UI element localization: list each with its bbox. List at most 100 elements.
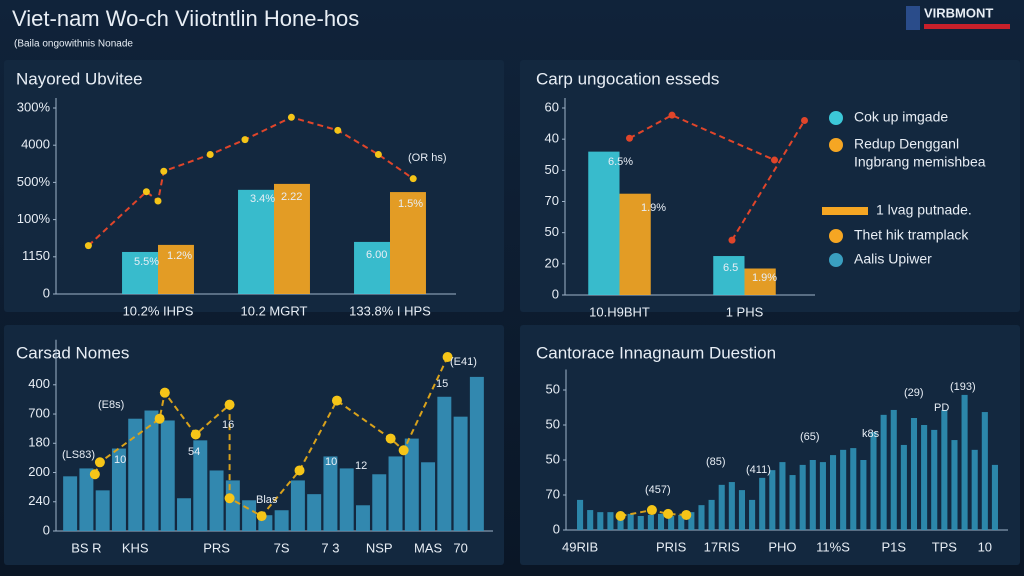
bar bbox=[678, 514, 685, 530]
annotation: 54 bbox=[188, 446, 200, 458]
trend-marker bbox=[224, 399, 235, 410]
trend-marker bbox=[626, 134, 633, 142]
annotation: 1.5% bbox=[398, 198, 423, 210]
annotation: 2.22 bbox=[281, 191, 302, 203]
annotation: (65) bbox=[800, 431, 820, 443]
bar bbox=[921, 425, 928, 530]
y-tick-label: 400 bbox=[28, 376, 50, 391]
y-tick-label: 50 bbox=[545, 162, 559, 177]
bar bbox=[619, 193, 651, 295]
bar bbox=[971, 449, 978, 530]
bar bbox=[769, 470, 776, 530]
y-tick-label: 50 bbox=[546, 416, 560, 431]
x-tick-label: 49RIB bbox=[562, 539, 598, 554]
bar bbox=[749, 499, 756, 530]
trend-marker bbox=[409, 175, 417, 183]
bar bbox=[637, 516, 644, 530]
bar bbox=[355, 505, 370, 531]
y-tick-label: 180 bbox=[28, 435, 50, 450]
annotation: 15 bbox=[436, 378, 448, 390]
logo: VIRBMONT bbox=[924, 5, 993, 20]
bar bbox=[225, 480, 240, 531]
trend-marker bbox=[142, 188, 150, 196]
legend-label: Cok up imgade bbox=[854, 109, 948, 125]
y-tick-label: 0 bbox=[43, 285, 50, 300]
bar bbox=[372, 474, 387, 531]
bar bbox=[307, 494, 322, 531]
trend-marker bbox=[663, 508, 674, 519]
bar bbox=[779, 462, 786, 530]
chart-title: Carp ungocation esseds bbox=[536, 69, 719, 88]
trend-line bbox=[629, 114, 806, 241]
bar bbox=[870, 432, 877, 530]
bar bbox=[95, 490, 110, 531]
y-tick-label: 70 bbox=[546, 486, 560, 501]
bar bbox=[647, 514, 654, 530]
y-tick-label: 0 bbox=[553, 521, 560, 536]
trend-line bbox=[620, 509, 687, 517]
trend-marker bbox=[154, 413, 165, 424]
x-tick-label: 10.2 MGRT bbox=[241, 303, 308, 318]
annotation: 10 bbox=[325, 456, 337, 468]
annotation: 10 bbox=[114, 454, 126, 466]
bar bbox=[738, 490, 746, 530]
bar bbox=[607, 512, 614, 530]
annotation: 6.00 bbox=[366, 249, 387, 261]
trend-marker bbox=[84, 242, 92, 250]
bar bbox=[354, 241, 390, 294]
y-tick-label: 500% bbox=[17, 174, 51, 189]
annotation: (E41) bbox=[450, 356, 477, 368]
x-tick-label: 7S bbox=[274, 540, 290, 555]
bar bbox=[744, 268, 776, 295]
logo-stripe bbox=[924, 24, 1010, 29]
annotation: 1.2% bbox=[167, 250, 192, 262]
annotation: Blas bbox=[256, 494, 278, 506]
bar bbox=[238, 189, 274, 294]
trend-marker bbox=[374, 151, 382, 158]
bar bbox=[588, 151, 620, 295]
annotation: (29) bbox=[904, 387, 924, 399]
x-tick-label: PRS bbox=[203, 540, 230, 555]
bar bbox=[759, 477, 766, 530]
bar bbox=[809, 460, 816, 530]
bar bbox=[850, 448, 857, 530]
legend-label: Aalis Upiwer bbox=[854, 251, 932, 267]
y-tick-label: 200 bbox=[28, 464, 50, 479]
bar bbox=[880, 414, 887, 530]
bar bbox=[860, 460, 867, 530]
annotation: 12 bbox=[355, 460, 367, 472]
trend-marker bbox=[154, 197, 162, 205]
bar bbox=[688, 512, 695, 530]
x-tick-label: MAS bbox=[414, 540, 443, 555]
trend-line bbox=[87, 116, 414, 247]
bar bbox=[708, 499, 715, 530]
trend-marker bbox=[256, 511, 267, 522]
bar bbox=[698, 505, 705, 530]
bar bbox=[158, 244, 194, 294]
legend-label: Thet hik tramplack bbox=[854, 227, 969, 243]
bar bbox=[111, 448, 126, 531]
bar bbox=[388, 456, 403, 531]
bar bbox=[128, 418, 143, 531]
trend-marker bbox=[241, 136, 249, 144]
y-tick-label: 70 bbox=[545, 193, 559, 208]
bar bbox=[404, 438, 419, 531]
annotation: (E8s) bbox=[98, 399, 124, 411]
y-tick-label: 20 bbox=[545, 255, 559, 270]
bar bbox=[144, 410, 159, 531]
bar bbox=[242, 500, 257, 531]
y-tick-label: 0 bbox=[552, 286, 559, 301]
bar bbox=[587, 510, 594, 530]
trend-marker bbox=[94, 457, 105, 468]
bar bbox=[63, 476, 78, 531]
annotation: 1.9% bbox=[641, 202, 666, 214]
bar bbox=[718, 484, 725, 530]
bar bbox=[390, 192, 426, 294]
bar bbox=[961, 394, 968, 530]
annotation: 6.5% bbox=[608, 156, 633, 168]
y-tick-label: 240 bbox=[28, 493, 50, 508]
trend-marker bbox=[287, 113, 295, 121]
bar bbox=[829, 455, 837, 530]
trend-marker bbox=[385, 433, 396, 444]
